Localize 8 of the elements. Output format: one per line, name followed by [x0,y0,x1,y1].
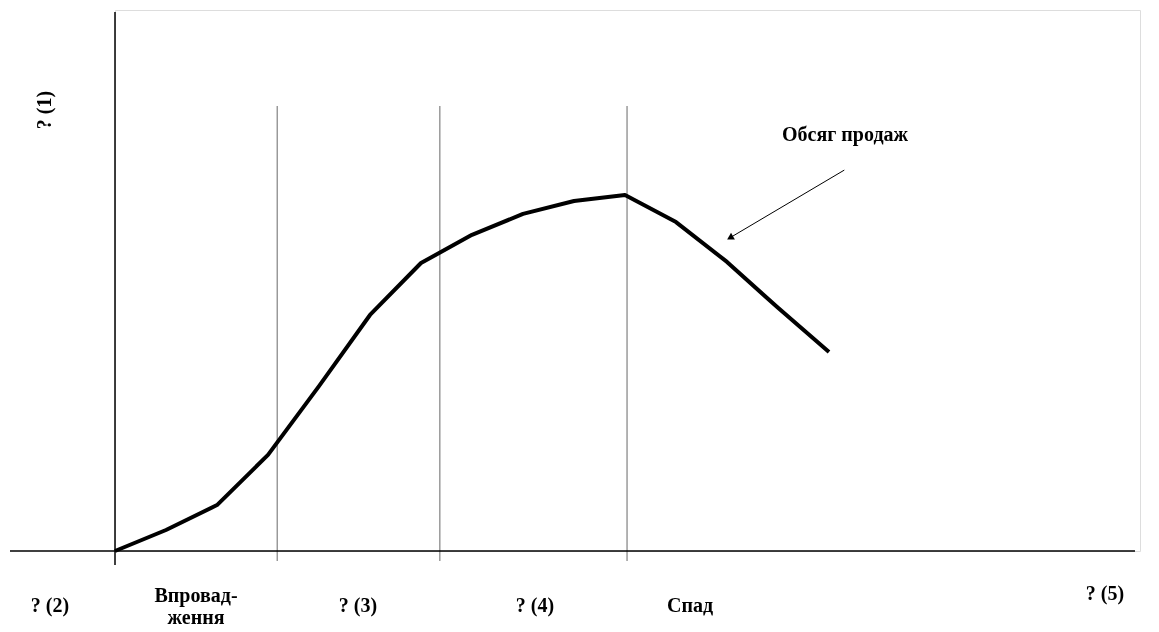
text: ? (4) [515,594,555,617]
y-axis-title: ? (1) [33,90,56,130]
text: ? (3) [338,594,378,617]
text: Спад [666,594,714,616]
text: Впровад- ження [154,584,238,628]
text: ? (5) [1085,582,1125,605]
text: ? (2) [30,594,70,617]
text: Обсяг продаж [781,123,909,146]
